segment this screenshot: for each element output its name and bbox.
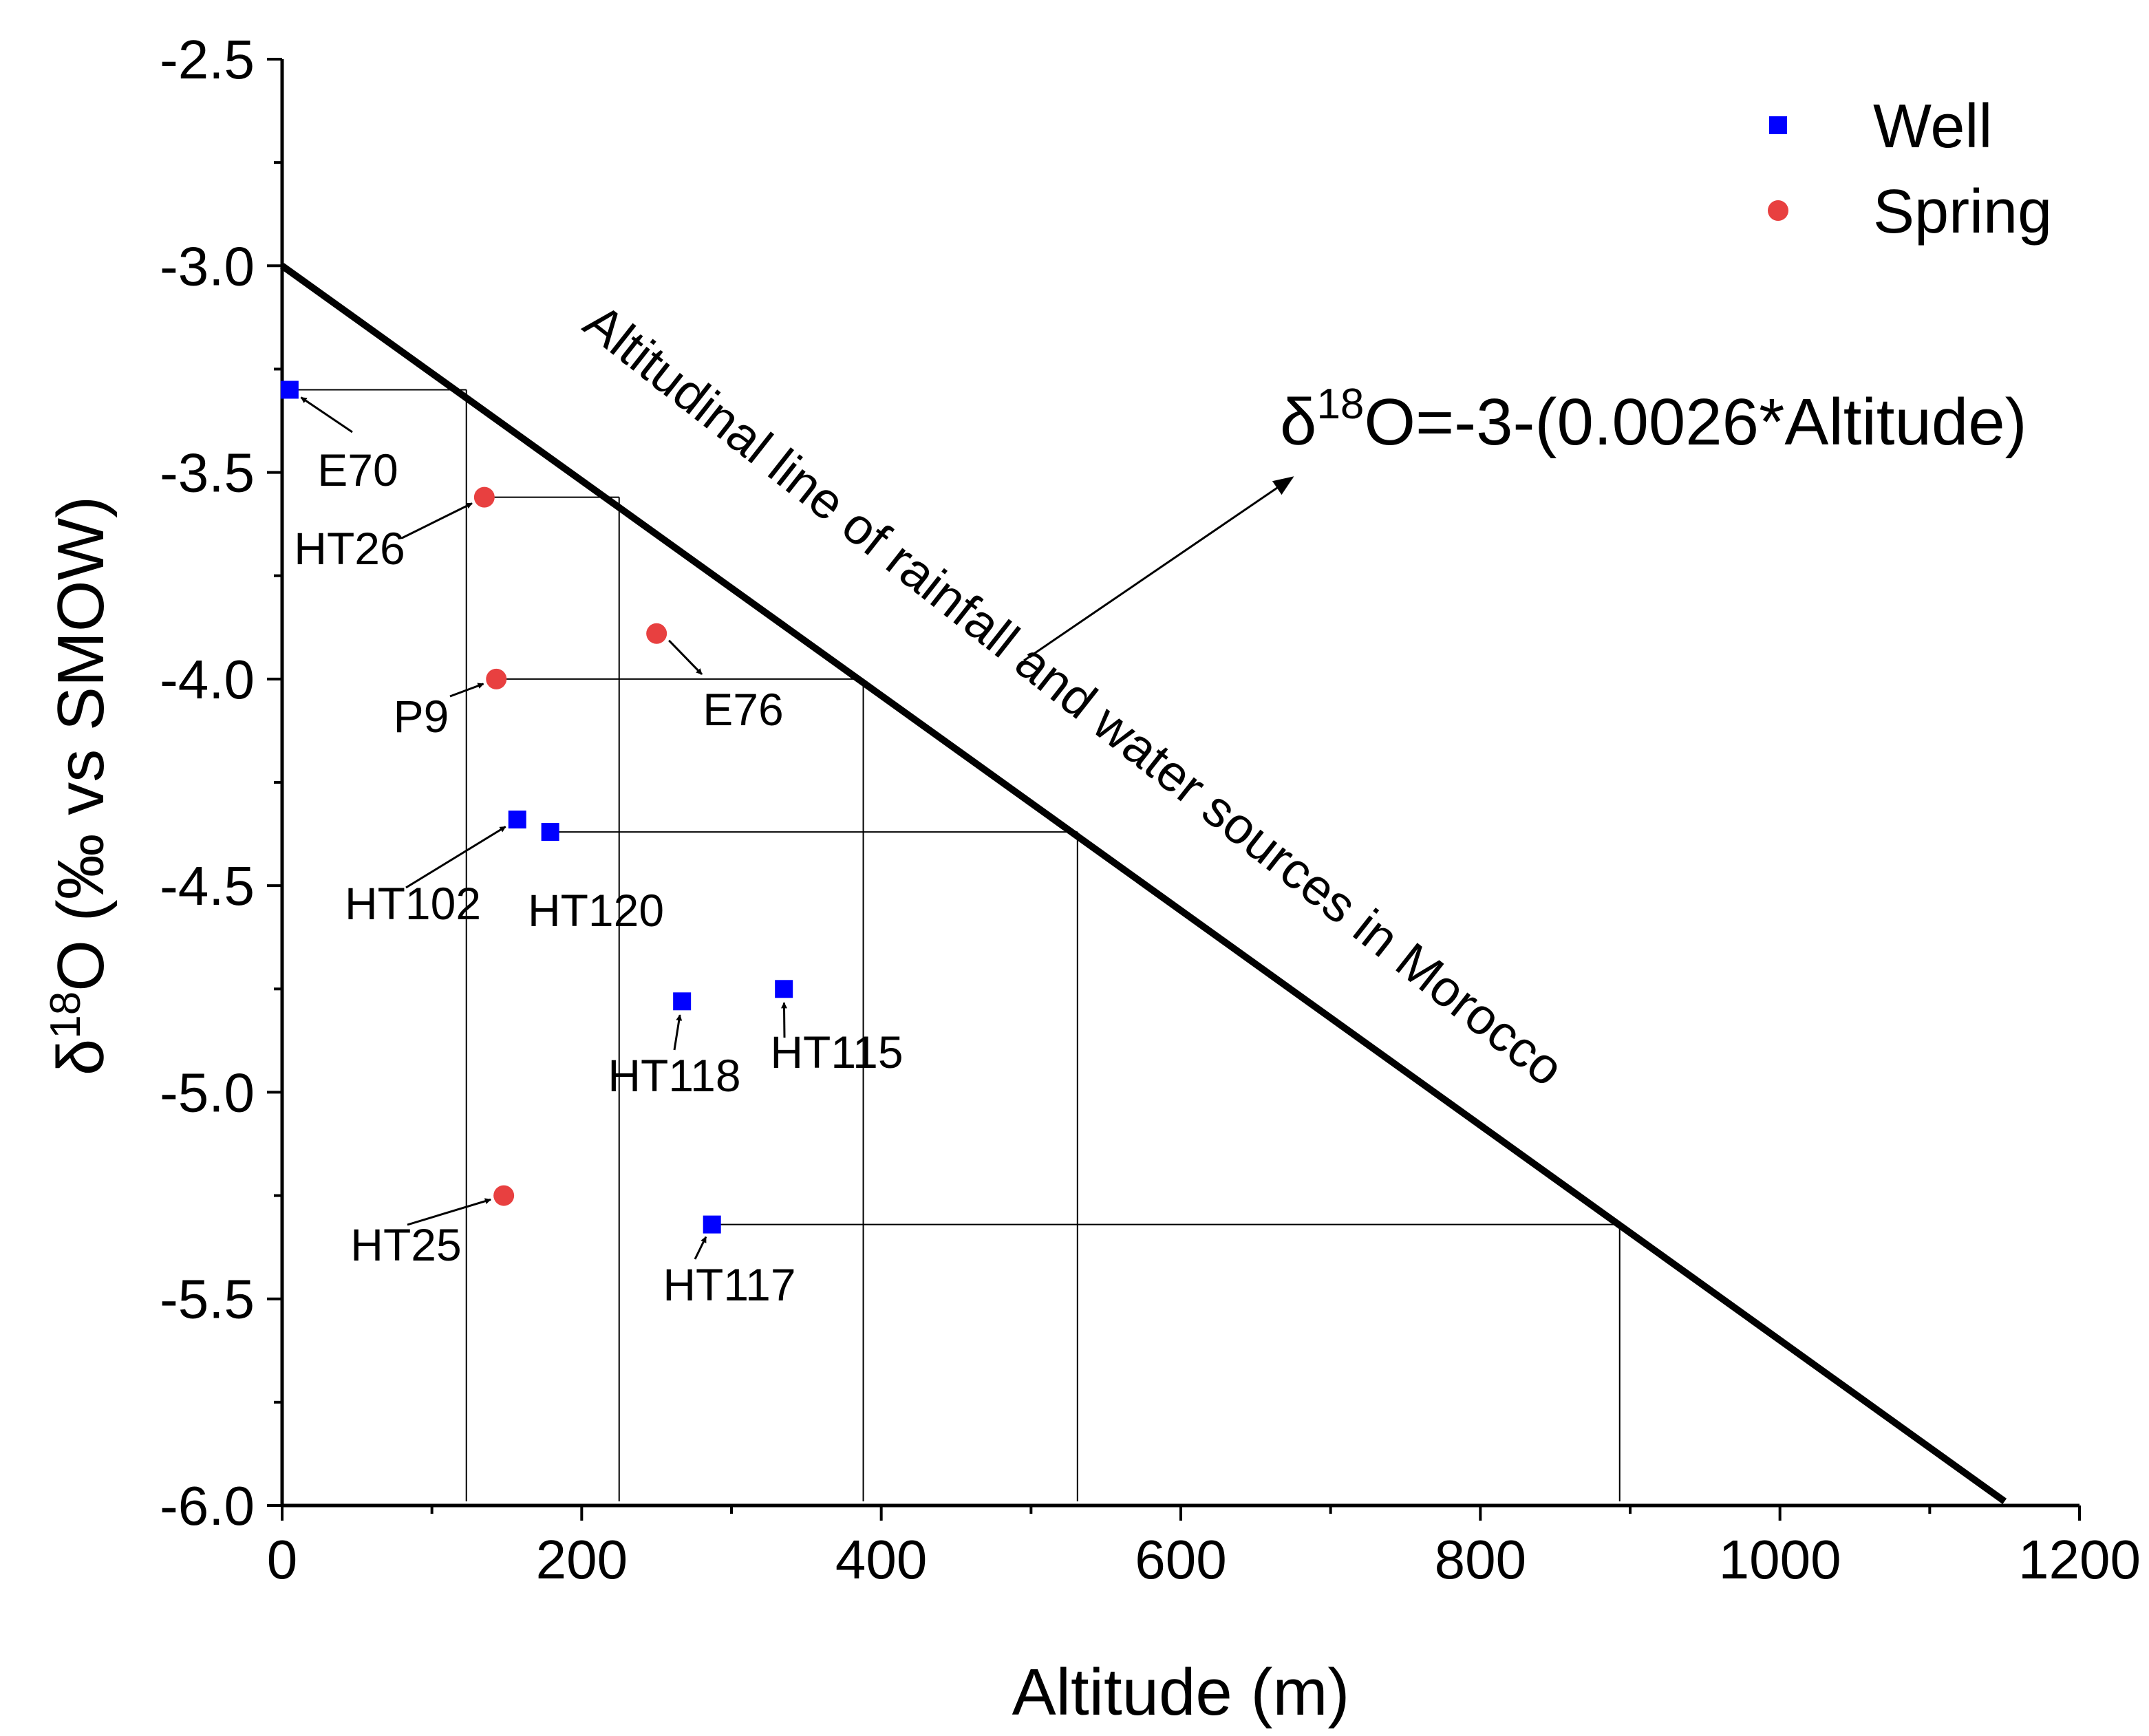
point-label-e70: E70	[317, 444, 398, 495]
point-annotations: E70 HT102 HT120 HT118 HT115 HT117 HT26 P9 E76 HT2…	[294, 396, 904, 1310]
point-arrow	[401, 502, 473, 539]
axis-ticks: 0 200 400 600 800 1000 1200 -2.5 -3.0 -3.5 -4.0 -4.…	[160, 29, 2141, 1590]
point-arrow	[449, 683, 484, 698]
point-arrow	[407, 1198, 491, 1226]
well-point-e70	[280, 381, 299, 399]
legend-marker-spring	[1768, 200, 1788, 221]
legend-label-well: Well	[1873, 92, 1992, 161]
point-label-ht102: HT102	[345, 878, 481, 929]
y-tick-label: -3.0	[160, 235, 255, 297]
x-tick-label: 400	[835, 1529, 927, 1590]
x-tick-label: 1000	[1719, 1529, 1841, 1590]
regression-line-group	[280, 263, 2007, 1505]
point-label-e76: E76	[703, 684, 783, 735]
point-arrow	[405, 826, 506, 889]
y-tick-label: -5.5	[160, 1269, 255, 1330]
point-label-ht120: HT120	[528, 885, 664, 936]
well-point-ht117	[703, 1215, 721, 1234]
x-tick-label: 1200	[2018, 1529, 2141, 1590]
point-label-ht26: HT26	[294, 523, 405, 574]
regression-line	[280, 263, 2007, 1505]
equation-arrow	[1023, 476, 1294, 662]
y-tick-label: -4.5	[160, 855, 255, 917]
regression-equation: δ18O=-3-(0.0026*Altitude)	[1280, 381, 2027, 459]
well-point-ht118	[673, 992, 692, 1011]
legend-marker-well	[1769, 116, 1787, 134]
x-tick-label: 0	[267, 1529, 298, 1590]
point-label-p9: P9	[394, 691, 449, 742]
legend: Well Spring	[1768, 92, 2052, 246]
point-label-ht115: HT115	[770, 1027, 903, 1078]
y-axis-label: δ18O (‰ vs SMOW)	[42, 496, 118, 1075]
point-arrow	[673, 1014, 683, 1051]
point-label-ht118: HT118	[608, 1050, 740, 1101]
well-point-ht120	[541, 823, 559, 842]
point-arrow	[668, 639, 703, 676]
projection-lines	[289, 389, 1621, 1501]
x-tick-label: 800	[1435, 1529, 1526, 1590]
spring-point-ht26	[473, 486, 495, 508]
legend-label-spring: Spring	[1873, 178, 2052, 246]
y-tick-label: -2.5	[160, 29, 255, 90]
well-point-ht115	[775, 980, 793, 998]
x-tick-label: 600	[1135, 1529, 1226, 1590]
spring-point-ht25	[493, 1185, 515, 1206]
y-tick-label: -3.5	[160, 442, 255, 504]
x-axis-label: Altitude (m)	[1012, 1655, 1350, 1729]
point-arrow	[300, 396, 353, 433]
point-label-ht117: HT117	[663, 1259, 795, 1310]
data-points	[280, 381, 793, 1234]
x-tick-label: 200	[536, 1529, 628, 1590]
point-label-ht25: HT25	[350, 1219, 461, 1270]
spring-point-p9	[486, 668, 507, 689]
y-tick-label: -6.0	[160, 1475, 255, 1536]
y-tick-label: -5.0	[160, 1062, 255, 1123]
point-arrow	[694, 1236, 707, 1260]
well-point-ht102	[508, 811, 526, 829]
y-tick-label: -4.0	[160, 649, 255, 710]
spring-point-e76	[646, 623, 667, 644]
